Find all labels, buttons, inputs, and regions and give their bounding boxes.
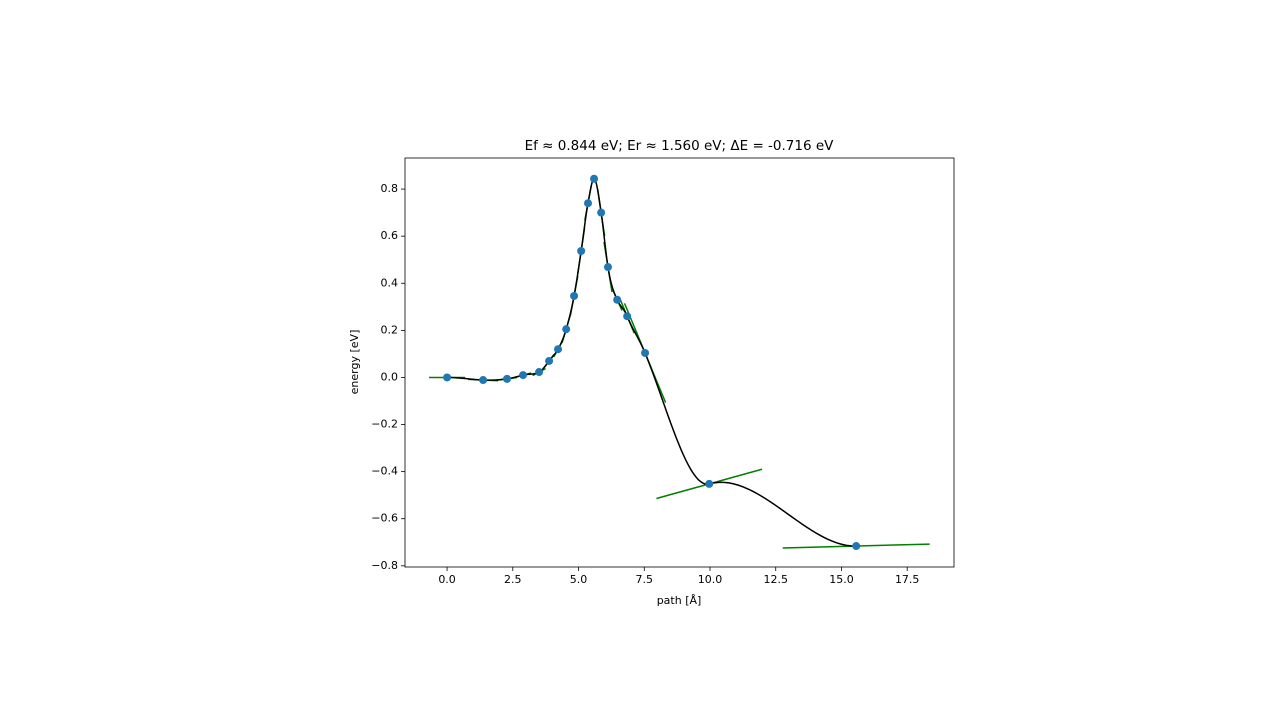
image-point: [570, 291, 579, 300]
y-tick-label: −0.6: [371, 512, 398, 525]
x-tick-label: 10.0: [698, 573, 723, 586]
y-axis-label: energy [eV]: [348, 330, 361, 395]
x-tick-label: 12.5: [763, 573, 788, 586]
image-point: [590, 174, 599, 183]
energy-curve: [565, 295, 575, 330]
image-point: [852, 542, 861, 551]
energy-curve: [580, 203, 589, 252]
x-tick-label: 5.0: [570, 573, 588, 586]
x-tick-label: 7.5: [636, 573, 654, 586]
image-point: [479, 376, 488, 385]
image-point: [562, 325, 571, 334]
chart-title: Ef ≈ 0.844 eV; Er ≈ 1.560 eV; ΔE = -0.71…: [525, 138, 835, 154]
y-tick-label: 0.6: [381, 229, 399, 242]
y-tick-label: 0.8: [381, 182, 399, 195]
image-point: [503, 374, 512, 383]
y-tick-label: 0.4: [381, 276, 399, 289]
y-tick-label: −0.4: [371, 465, 398, 478]
x-tick-label: 17.5: [895, 573, 920, 586]
energy-curve: [644, 352, 710, 485]
image-point: [535, 368, 544, 377]
energy-curve: [447, 376, 484, 381]
image-point: [584, 199, 592, 208]
image-point: [603, 263, 612, 272]
energy-curve: [709, 481, 857, 547]
x-tick-label: 2.5: [504, 573, 522, 586]
image-point: [623, 312, 632, 321]
image-point: [519, 371, 528, 380]
y-tick-label: −0.8: [371, 559, 398, 572]
x-tick-label: 0.0: [438, 573, 456, 586]
x-tick-label: 15.0: [829, 573, 854, 586]
energy-curve: [600, 212, 609, 268]
image-point: [443, 373, 452, 382]
energy-curve: [626, 315, 646, 354]
y-tick-label: 0.2: [381, 323, 399, 336]
x-axis-label: path [Å]: [657, 594, 702, 607]
y-tick-label: −0.2: [371, 418, 398, 431]
image-point: [597, 208, 606, 217]
image-point: [641, 348, 650, 357]
image-point: [613, 295, 622, 304]
image-point: [705, 479, 714, 488]
image-point: [554, 345, 563, 354]
image-point: [577, 247, 586, 256]
plot-frame: [404, 157, 955, 568]
y-tick-label: 0.0: [381, 370, 399, 383]
energy-curve: [573, 250, 582, 297]
image-point: [545, 356, 554, 365]
